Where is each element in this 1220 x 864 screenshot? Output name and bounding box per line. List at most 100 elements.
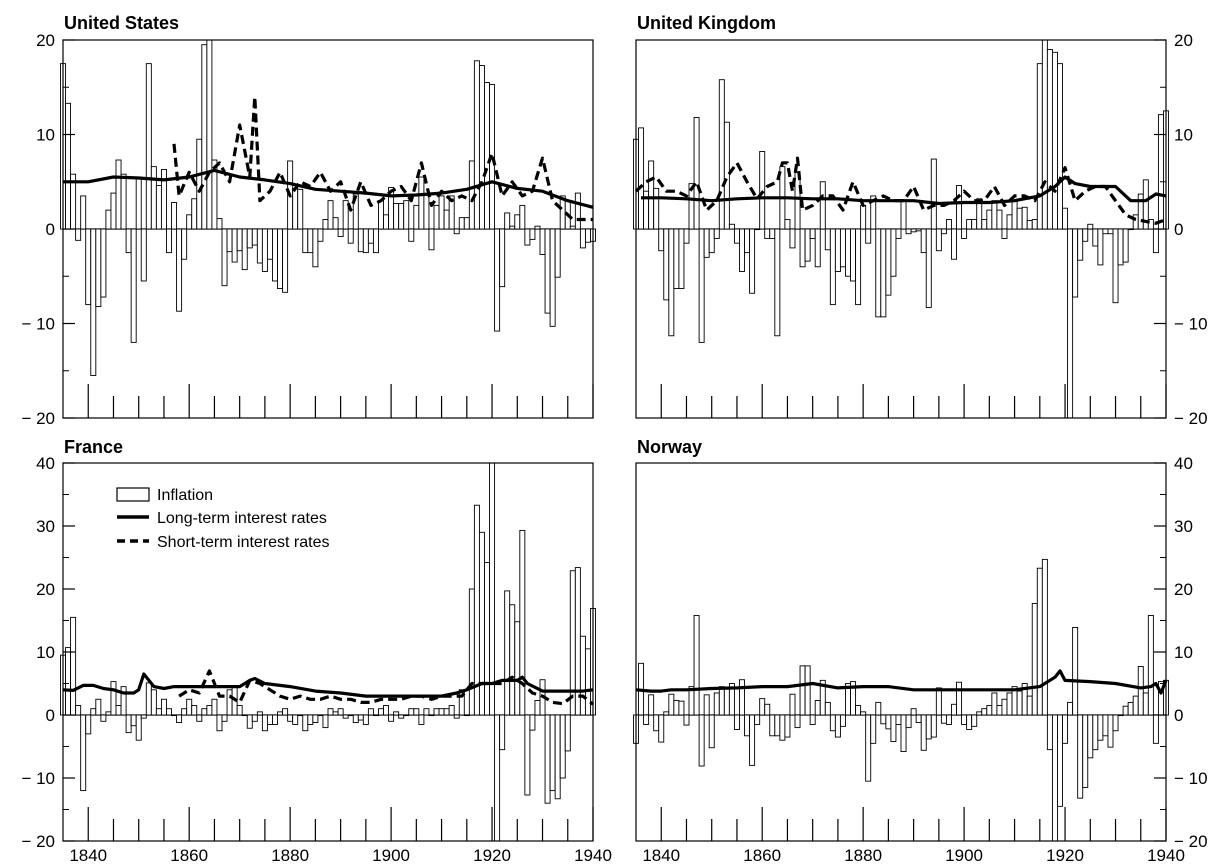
inflation-bar bbox=[1006, 214, 1013, 230]
y-tick-label: 10 bbox=[1174, 126, 1193, 145]
inflation-bar bbox=[75, 705, 82, 716]
inflation-bar bbox=[145, 63, 152, 230]
chart-panel-france: France − 20 − 10 0 10 20 30 40 1840 1860 1880 1900… bbox=[21, 437, 611, 864]
inflation-bar bbox=[388, 714, 395, 722]
inflation-bar bbox=[372, 228, 379, 254]
inflation-bar bbox=[930, 714, 937, 738]
chart-panel-united-kingdom: United Kingdom − 20 − 10 0 10 20 bbox=[633, 13, 1208, 428]
inflation-bar bbox=[221, 228, 228, 287]
inflation-bar bbox=[272, 228, 278, 282]
inflation-bar bbox=[996, 705, 1003, 716]
short-term-rate-line bbox=[172, 95, 593, 222]
inflation-bar bbox=[241, 228, 248, 271]
inflation-bar bbox=[870, 714, 877, 744]
inflation-bar bbox=[433, 708, 440, 716]
inflation-bar bbox=[870, 195, 877, 230]
inflation-bar bbox=[100, 714, 107, 722]
inflation-bar bbox=[499, 228, 506, 288]
inflation-bar bbox=[860, 711, 867, 716]
legend-inflation-swatch bbox=[116, 487, 150, 502]
inflation-bar bbox=[668, 228, 675, 337]
long-term-rate-line bbox=[635, 669, 1168, 695]
x-tick-label: 1880 bbox=[271, 846, 309, 864]
inflation-bar bbox=[534, 700, 541, 716]
inflation-bar bbox=[438, 195, 445, 230]
inflation-bar bbox=[1142, 179, 1149, 230]
inflation-bar bbox=[1122, 228, 1129, 263]
chart-title-norway: Norway bbox=[637, 437, 702, 457]
inflation-bar bbox=[829, 228, 836, 306]
inflation-bar bbox=[1087, 223, 1094, 230]
x-tick-label: 1940 bbox=[574, 846, 612, 864]
inflation-bar bbox=[484, 562, 490, 716]
inflation-bar bbox=[256, 228, 263, 264]
inflation-bar bbox=[302, 228, 309, 254]
inflation-bar bbox=[166, 228, 172, 254]
inflation-bar bbox=[246, 714, 253, 729]
inflation-bar bbox=[463, 714, 470, 717]
inflation-bar bbox=[120, 173, 127, 230]
inflation-bar bbox=[297, 188, 304, 230]
inflation-bar bbox=[579, 228, 586, 249]
inflation-bar bbox=[920, 228, 927, 254]
inflation-bar bbox=[236, 228, 243, 252]
x-tick-label: 1940 bbox=[1147, 846, 1185, 864]
inflation-bar bbox=[1031, 603, 1038, 716]
inflation-bar bbox=[966, 219, 973, 230]
inflation-bar bbox=[504, 590, 511, 716]
inflation-bar bbox=[749, 714, 756, 766]
inflation-bar bbox=[352, 193, 359, 230]
inflation-bar bbox=[673, 700, 680, 716]
inflation-bar bbox=[95, 698, 102, 716]
inflation-bar bbox=[981, 708, 988, 716]
inflation-bar bbox=[307, 714, 314, 725]
inflation-bar bbox=[266, 714, 273, 725]
inflation-bar bbox=[723, 121, 730, 230]
inflation-bar bbox=[1026, 220, 1033, 230]
inflation-bar bbox=[1127, 701, 1134, 716]
inflation-bar bbox=[317, 228, 324, 242]
inflation-bar bbox=[885, 228, 892, 296]
inflation-bar bbox=[393, 711, 400, 716]
chart-panel-norway: Norway − 20 − 10 0 10 20 30 40 1840 1860 1880 1900… bbox=[633, 437, 1208, 864]
inflation-bar bbox=[509, 604, 516, 716]
inflation-bar bbox=[961, 714, 968, 725]
inflation-bar bbox=[1001, 228, 1008, 239]
x-tick-label: 1860 bbox=[743, 846, 781, 864]
inflation-bar bbox=[986, 209, 993, 230]
inflation-bar bbox=[663, 711, 670, 716]
inflation-bar bbox=[90, 228, 97, 376]
inflation-bar bbox=[443, 209, 450, 230]
inflation-bar bbox=[789, 693, 796, 716]
inflation-bar bbox=[403, 200, 410, 230]
inflation-bar bbox=[186, 698, 193, 716]
inflation-bar bbox=[905, 228, 912, 235]
inflation-bar bbox=[824, 228, 831, 251]
inflation-bar bbox=[774, 714, 781, 737]
x-tick-label: 1900 bbox=[945, 846, 983, 864]
inflation-bar bbox=[484, 82, 490, 230]
inflation-bar bbox=[1036, 567, 1043, 716]
inflation-bar bbox=[678, 228, 685, 289]
inflation-bar bbox=[824, 701, 831, 716]
inflation-bar bbox=[935, 687, 942, 716]
inflation-bar bbox=[65, 102, 72, 230]
inflation-bar bbox=[418, 714, 425, 725]
inflation-bar bbox=[160, 698, 167, 716]
inflation-bar bbox=[494, 228, 501, 332]
inflation-bar bbox=[357, 714, 364, 721]
inflation-bar bbox=[292, 714, 299, 725]
y-tick-label: 0 bbox=[46, 220, 55, 239]
inflation-bar bbox=[317, 714, 324, 717]
inflation-bar bbox=[307, 228, 314, 254]
inflation-bar bbox=[925, 714, 932, 740]
inflation-bar bbox=[282, 708, 289, 716]
inflation-bar bbox=[794, 714, 801, 729]
inflation-bar bbox=[418, 176, 425, 230]
inflation-bar bbox=[413, 204, 420, 230]
inflation-bar bbox=[940, 714, 947, 724]
inflation-bar bbox=[678, 700, 685, 716]
inflation-bar bbox=[880, 714, 887, 725]
inflation-bar bbox=[945, 714, 952, 725]
inflation-bar bbox=[1016, 690, 1023, 716]
